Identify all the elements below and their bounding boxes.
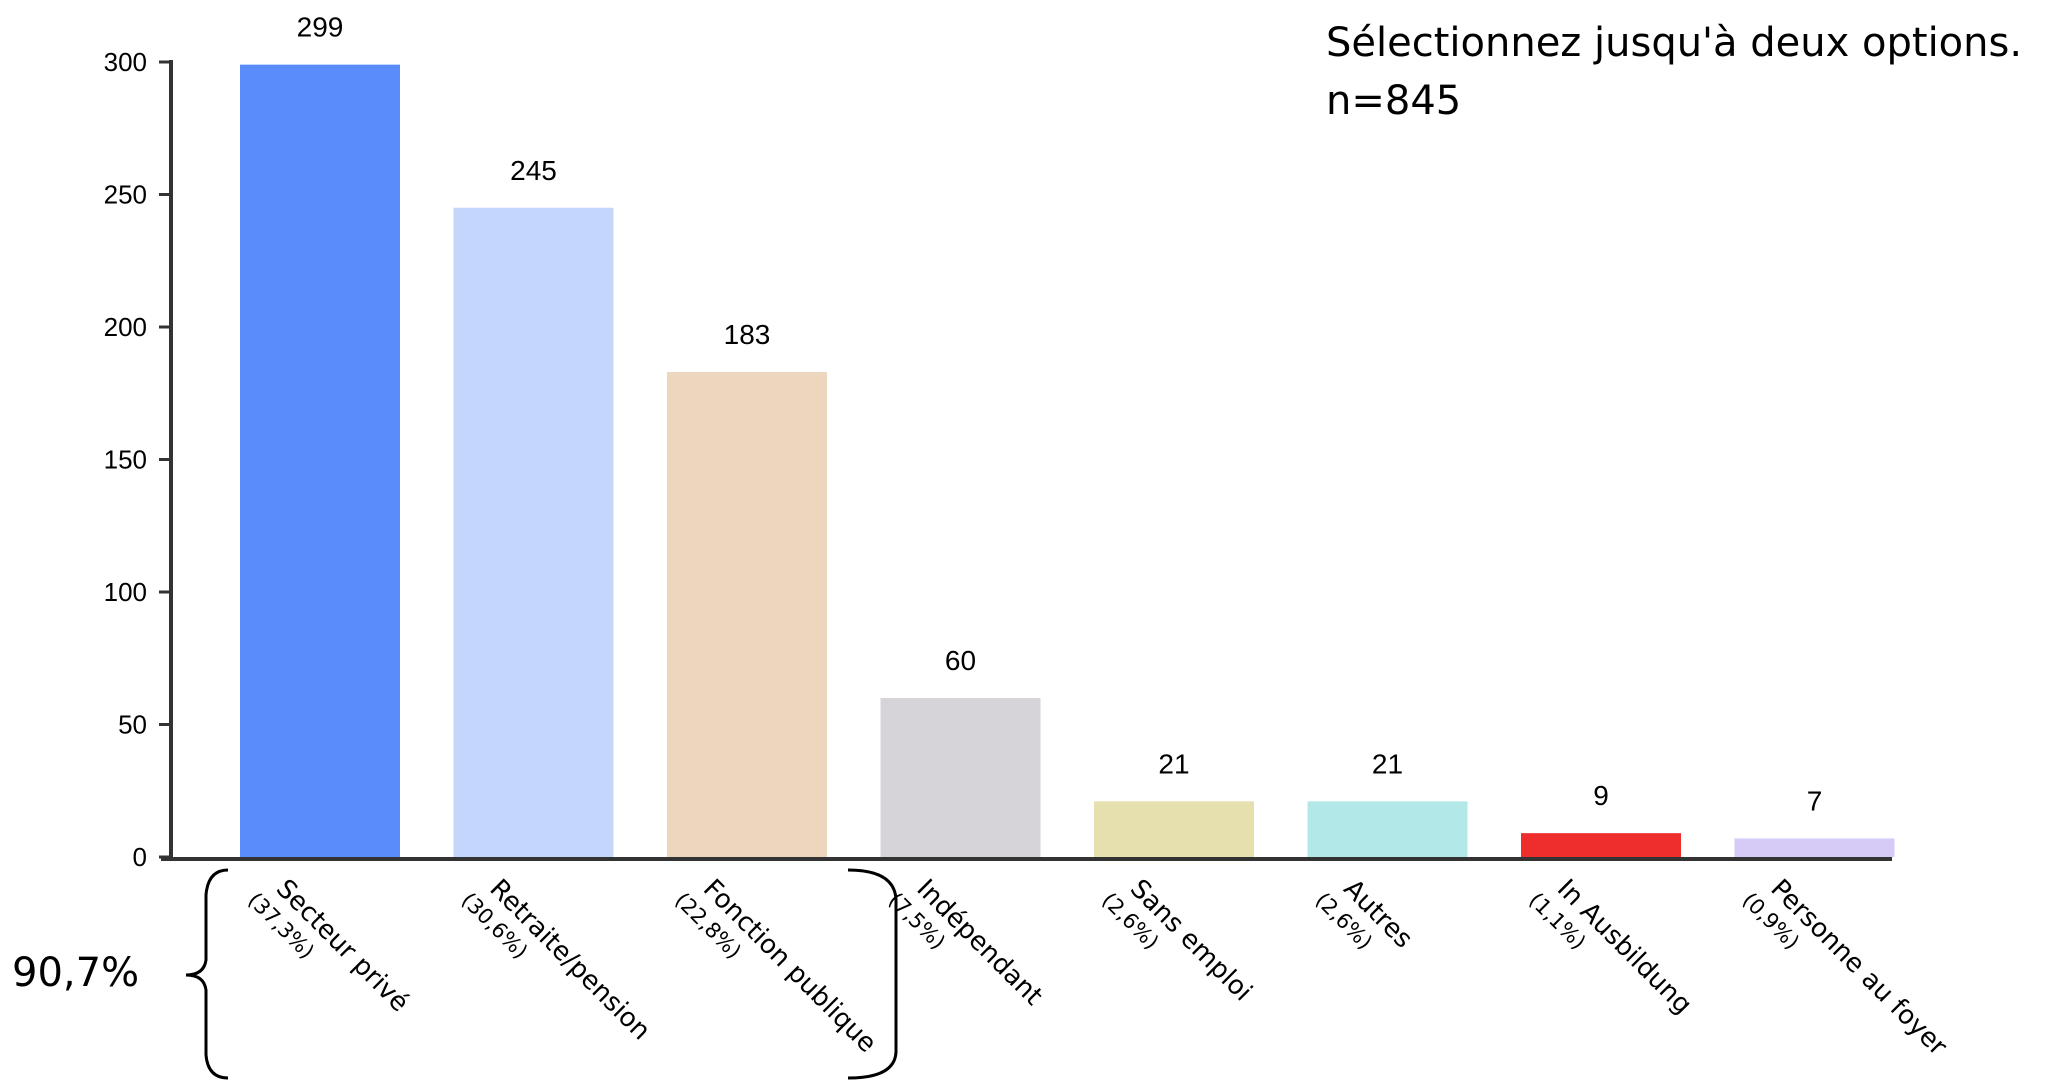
bar — [1521, 833, 1681, 857]
value-label: 245 — [510, 155, 557, 186]
bar — [453, 207, 614, 857]
value-label: 183 — [724, 319, 771, 350]
value-label: 60 — [945, 645, 976, 676]
bar — [880, 698, 1041, 857]
y-tick-label: 150 — [104, 445, 147, 475]
y-tick-label: 300 — [104, 47, 147, 77]
value-label: 9 — [1593, 780, 1609, 811]
group-brace — [185, 868, 898, 1080]
category-label-group: Sans emploi(2,6%) — [1097, 874, 1257, 1008]
category-labels: Secteur privé(37,3%) Retraite/pension(30,… — [243, 874, 1953, 1062]
bar — [1734, 838, 1895, 857]
category-label-group: Indépendant(7,5%) — [884, 874, 1049, 1012]
category-label-group: Secteur privé(37,3%) — [243, 874, 414, 1018]
category-label: Personne au foyer — [1765, 874, 1953, 1062]
y-tick-label: 100 — [104, 577, 147, 607]
y-ticks: 0 50 100 150 200 250 300 — [104, 47, 171, 872]
y-tick-label: 250 — [104, 180, 147, 210]
sample-size-note: n=845 — [1326, 78, 1462, 124]
y-tick-label: 200 — [104, 312, 147, 342]
value-label: 299 — [297, 12, 344, 43]
left-curly-brace — [185, 868, 229, 1080]
value-label: 21 — [1372, 748, 1403, 779]
bars-layer: 299 245 183 60 21 21 9 7 — [240, 12, 1895, 857]
category-label-group: In Ausbildung(1,1%) — [1524, 874, 1697, 1020]
category-label: Fonction publique — [697, 874, 882, 1059]
bar — [1307, 801, 1468, 857]
category-label-group: Autres(2,6%) — [1311, 874, 1419, 955]
category-label: Retraite/pension — [484, 874, 657, 1047]
bar — [667, 372, 827, 857]
selection-note: Sélectionnez jusqu'à deux options. — [1326, 20, 2023, 66]
value-label: 21 — [1158, 748, 1189, 779]
y-tick-label: 50 — [118, 710, 147, 740]
category-label-group: Fonction publique(22,8%) — [670, 874, 882, 1059]
group-percentage-label: 90,7% — [12, 950, 140, 996]
y-tick-label: 0 — [133, 842, 147, 872]
right-bracket — [847, 868, 898, 1080]
category-label-group: Retraite/pension(30,6%) — [457, 874, 657, 1047]
value-label: 7 — [1807, 785, 1823, 816]
bar — [240, 64, 400, 857]
category-label-group: Personne au foyer(0,9%) — [1738, 874, 1953, 1062]
bar — [1094, 801, 1254, 857]
